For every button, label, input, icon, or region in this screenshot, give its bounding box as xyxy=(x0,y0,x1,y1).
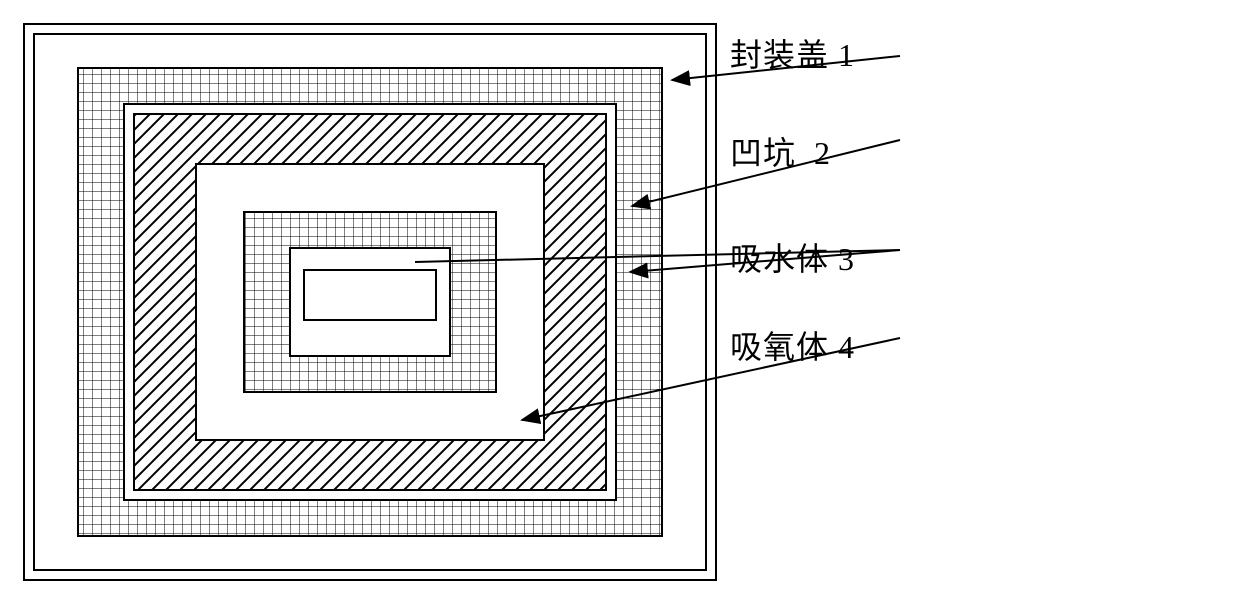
legend: 封装盖 1 凹坑 2 吸水体 3 吸氧体 4 xyxy=(720,20,855,368)
legend-num-1: 1 xyxy=(838,37,855,73)
legend-text-3: 吸水体 xyxy=(730,241,829,277)
legend-num-2: 2 xyxy=(814,135,831,171)
legend-text-2: 凹坑 xyxy=(730,135,796,171)
legend-item-2: 凹坑 2 xyxy=(730,128,855,174)
legend-item-4: 吸氧体 4 xyxy=(730,322,855,368)
diagram-svg xyxy=(20,20,720,584)
legend-item-1: 封装盖 1 xyxy=(730,30,855,76)
diagram-box xyxy=(20,20,720,584)
legend-num-4: 4 xyxy=(838,329,855,365)
legend-text-4: 吸氧体 xyxy=(730,329,829,365)
legend-item-3: 吸水体 3 xyxy=(730,234,855,280)
legend-num-3: 3 xyxy=(838,241,855,277)
legend-text-1: 封装盖 xyxy=(730,37,829,73)
figure-container: 封装盖 1 凹坑 2 吸水体 3 吸氧体 4 xyxy=(20,20,1220,584)
